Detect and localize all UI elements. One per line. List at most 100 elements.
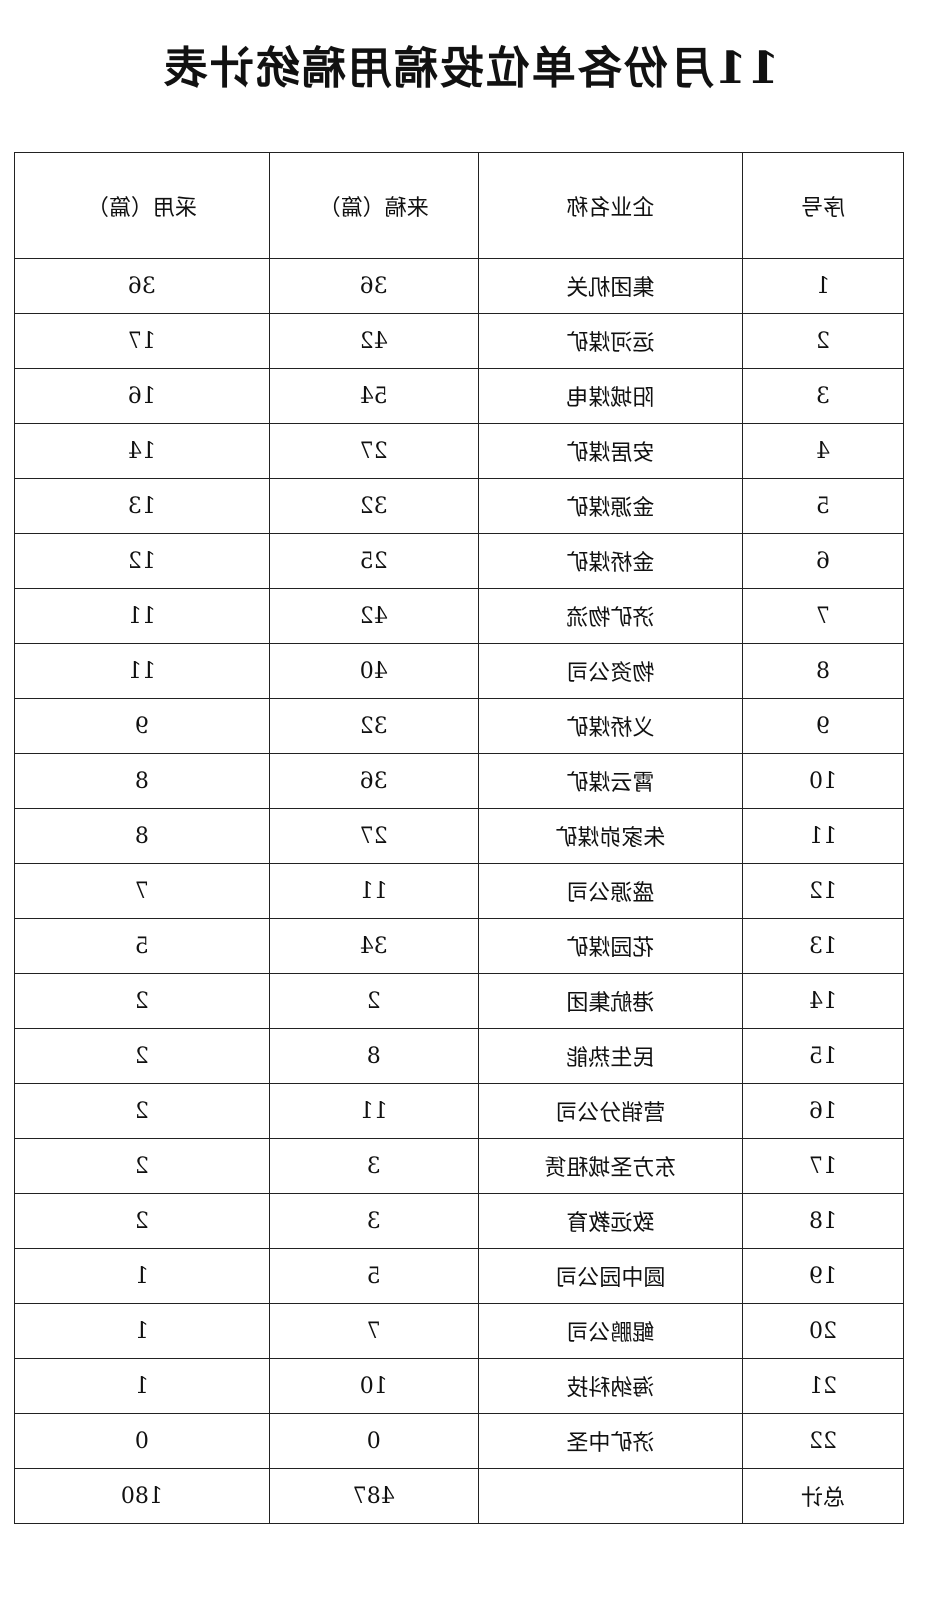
cell-index: 9 [742,698,904,754]
header-submitted: 来稿（篇） [269,152,479,259]
cell-index: 5 [742,478,904,534]
cell-adopted: 2 [14,1138,270,1194]
total-row: 总计 487 180 [14,1468,904,1524]
table-row: 7 济矿物流 42 11 [14,588,904,644]
table-row: 18 致远教育 3 2 [14,1193,904,1249]
cell-adopted: 11 [14,588,270,644]
cell-company: 济矿中圣 [478,1413,743,1469]
cell-index: 22 [742,1413,904,1469]
cell-adopted: 0 [14,1413,270,1469]
table-row: 16 营销分公司 11 2 [14,1083,904,1139]
cell-index: 16 [742,1083,904,1139]
table-row: 5 金源煤矿 32 13 [14,478,904,534]
cell-adopted: 2 [14,1028,270,1084]
cell-adopted: 2 [14,1083,270,1139]
page-title: 11月份各单位投稿用稿统计表 [161,43,780,94]
total-adopted: 180 [14,1468,270,1524]
table-row: 1 集团机关 36 36 [14,258,904,314]
table-row: 8 物资公司 40 11 [14,643,904,699]
table-row: 12 盛源公司 11 7 [14,863,904,919]
cell-index: 6 [742,533,904,589]
cell-submitted: 32 [269,698,479,754]
cell-submitted: 42 [269,588,479,644]
cell-index: 11 [742,808,904,864]
cell-adopted: 12 [14,533,270,589]
table-row: 4 安居煤矿 27 14 [14,423,904,479]
table-row: 14 港航集团 2 2 [14,973,904,1029]
table-row: 22 济矿中圣 0 0 [14,1413,904,1469]
cell-company: 金源煤矿 [478,478,743,534]
cell-adopted: 1 [14,1358,270,1414]
cell-submitted: 27 [269,423,479,479]
cell-company: 海纳科技 [478,1358,743,1414]
cell-adopted: 7 [14,863,270,919]
cell-index: 8 [742,643,904,699]
cell-adopted: 36 [14,258,270,314]
table-row: 2 运河煤矿 42 17 [14,313,904,369]
cell-company: 义桥煤矿 [478,698,743,754]
total-label: 总计 [742,1468,904,1524]
cell-submitted: 11 [269,863,479,919]
header-index: 序号 [742,152,904,259]
cell-adopted: 5 [14,918,270,974]
cell-adopted: 1 [14,1248,270,1304]
cell-company: 阳城煤电 [478,368,743,424]
cell-submitted: 36 [269,258,479,314]
cell-index: 17 [742,1138,904,1194]
header-adopted: 采用（篇） [14,152,270,259]
table-row: 19 圆中园公司 5 1 [14,1248,904,1304]
cell-adopted: 1 [14,1303,270,1359]
cell-submitted: 11 [269,1083,479,1139]
cell-index: 10 [742,753,904,809]
total-submitted: 487 [269,1468,479,1524]
cell-index: 20 [742,1303,904,1359]
cell-adopted: 8 [14,808,270,864]
cell-adopted: 2 [14,973,270,1029]
cell-submitted: 36 [269,753,479,809]
cell-company: 运河煤矿 [478,313,743,369]
cell-submitted: 54 [269,368,479,424]
cell-index: 19 [742,1248,904,1304]
cell-submitted: 27 [269,808,479,864]
cell-submitted: 3 [269,1193,479,1249]
table-row: 3 阳城煤电 54 16 [14,368,904,424]
cell-adopted: 2 [14,1193,270,1249]
cell-submitted: 10 [269,1358,479,1414]
cell-index: 15 [742,1028,904,1084]
cell-index: 4 [742,423,904,479]
cell-submitted: 2 [269,973,479,1029]
table-row: 15 民生热能 8 2 [14,1028,904,1084]
cell-index: 3 [742,368,904,424]
table-row: 17 东方圣城租赁 3 2 [14,1138,904,1194]
cell-index: 21 [742,1358,904,1414]
cell-index: 2 [742,313,904,369]
cell-adopted: 9 [14,698,270,754]
cell-adopted: 14 [14,423,270,479]
cell-adopted: 8 [14,753,270,809]
cell-company: 霄云煤矿 [478,753,743,809]
cell-index: 14 [742,973,904,1029]
cell-index: 18 [742,1193,904,1249]
cell-submitted: 34 [269,918,479,974]
cell-company: 鲲鹏公司 [478,1303,743,1359]
cell-index: 1 [742,258,904,314]
cell-adopted: 16 [14,368,270,424]
table-row: 10 霄云煤矿 36 8 [14,753,904,809]
cell-index: 7 [742,588,904,644]
table-row: 21 海纳科技 10 1 [14,1358,904,1414]
cell-adopted: 11 [14,643,270,699]
cell-company: 金桥煤矿 [478,533,743,589]
table-row: 9 义桥煤矿 32 9 [14,698,904,754]
table-header-row: 序号 企业名称 来稿（篇） 采用（篇） [14,152,904,259]
table-row: 6 金桥煤矿 25 12 [14,533,904,589]
cell-company: 圆中园公司 [478,1248,743,1304]
cell-submitted: 5 [269,1248,479,1304]
cell-submitted: 0 [269,1413,479,1469]
cell-submitted: 7 [269,1303,479,1359]
cell-submitted: 25 [269,533,479,589]
cell-submitted: 42 [269,313,479,369]
cell-adopted: 13 [14,478,270,534]
cell-submitted: 3 [269,1138,479,1194]
cell-company: 盛源公司 [478,863,743,919]
cell-company: 朱家峁煤矿 [478,808,743,864]
